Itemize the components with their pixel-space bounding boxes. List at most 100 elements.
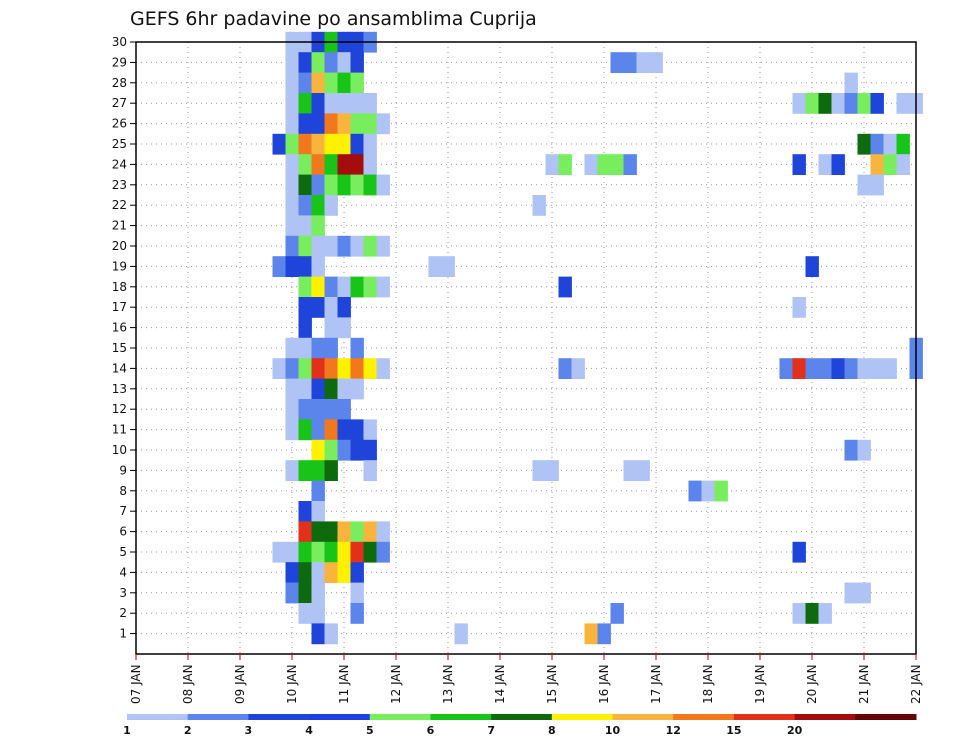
heatmap-cell <box>363 541 377 563</box>
heatmap-cell <box>792 541 806 563</box>
y-tick-label: 1 <box>119 627 127 641</box>
heatmap-cell <box>311 52 325 73</box>
heatmap-cell <box>311 562 325 583</box>
x-tick-label: 20 JAN <box>805 664 819 704</box>
heatmap-cell <box>792 358 806 379</box>
heatmap-cell <box>376 174 390 196</box>
heatmap-cell <box>792 603 806 624</box>
heatmap-cell <box>350 113 364 135</box>
heatmap-cell <box>298 521 312 543</box>
heatmap-cell <box>896 154 910 175</box>
heatmap-cell <box>714 480 728 502</box>
heatmap-cell <box>324 235 338 257</box>
heatmap-cell <box>285 460 299 481</box>
heatmap-cell <box>298 154 312 175</box>
heatmap-cell <box>311 133 325 155</box>
heatmap-cell <box>324 113 338 135</box>
y-tick-label: 9 <box>119 463 127 477</box>
heatmap-cell <box>337 297 351 318</box>
heatmap-cell <box>363 460 377 481</box>
y-tick-label: 21 <box>112 219 127 233</box>
heatmap-cell <box>298 256 312 277</box>
heatmap-cell <box>376 358 390 379</box>
x-tick-label: 15 JAN <box>545 664 559 704</box>
heatmap-cell <box>311 256 325 277</box>
heatmap-cell <box>324 541 338 563</box>
y-axis-ticks: 1234567891011121314151617181920212223242… <box>112 35 136 641</box>
heatmap-cell <box>883 133 897 155</box>
legend-swatch <box>794 714 856 720</box>
y-tick-label: 2 <box>119 606 127 620</box>
heatmap-cell <box>441 256 455 277</box>
heatmap-cell <box>311 276 325 298</box>
heatmap-cell <box>363 93 377 114</box>
heatmap-cell <box>350 133 364 155</box>
heatmap-cell <box>350 72 364 94</box>
heatmap-cell <box>363 113 377 135</box>
x-tick-label: 12 JAN <box>389 664 403 704</box>
heatmap-cell <box>857 582 871 604</box>
y-tick-label: 14 <box>112 361 127 375</box>
y-tick-label: 16 <box>112 321 127 335</box>
y-tick-label: 18 <box>112 280 127 294</box>
heatmap-cell <box>298 133 312 155</box>
legend-label: 20 <box>787 724 803 737</box>
legend-swatch <box>248 714 310 720</box>
heatmap-cell <box>610 603 624 624</box>
legend-label: 2 <box>184 724 192 737</box>
heatmap-cell <box>818 93 832 114</box>
heatmap-cells <box>272 31 923 645</box>
heatmap-cell <box>298 235 312 257</box>
heatmap-cell <box>324 297 338 318</box>
y-tick-label: 28 <box>112 76 127 90</box>
heatmap-cell <box>285 195 299 216</box>
heatmap-cell <box>298 174 312 196</box>
heatmap-cell <box>870 174 884 196</box>
heatmap-cell <box>792 154 806 175</box>
heatmap-cell <box>285 215 299 237</box>
legend-label: 7 <box>487 724 495 737</box>
heatmap-cell <box>337 541 351 563</box>
legend-label: 4 <box>305 724 313 737</box>
heatmap-cell <box>298 378 312 400</box>
heatmap-cell <box>532 460 546 481</box>
heatmap-cell <box>844 439 858 461</box>
heatmap-cell <box>285 113 299 135</box>
heatmap-cell <box>610 52 624 73</box>
legend-label: 12 <box>666 724 681 737</box>
heatmap-cell <box>857 174 871 196</box>
heatmap-cell <box>311 521 325 543</box>
y-tick-label: 15 <box>112 341 127 355</box>
heatmap-cell <box>324 358 338 379</box>
heatmap-cell <box>272 358 286 379</box>
heatmap-cell <box>324 460 338 481</box>
heatmap-cell <box>285 154 299 175</box>
heatmap-cell <box>324 521 338 543</box>
heatmap-cell <box>363 358 377 379</box>
heatmap-cell <box>337 562 351 583</box>
heatmap-cell <box>285 562 299 583</box>
heatmap-cell <box>376 541 390 563</box>
heatmap-cell <box>285 235 299 257</box>
heatmap-cell <box>857 358 871 379</box>
heatmap-cell <box>831 358 845 379</box>
heatmap-cell <box>363 154 377 175</box>
heatmap-cell <box>883 154 897 175</box>
heatmap-cell <box>311 235 325 257</box>
heatmap-cell <box>350 52 364 73</box>
x-tick-label: 08 JAN <box>181 664 195 704</box>
heatmap-cell <box>857 133 871 155</box>
heatmap-cell <box>298 215 312 237</box>
heatmap-cell <box>896 93 910 114</box>
heatmap-cell <box>324 562 338 583</box>
legend-swatch <box>430 714 492 720</box>
legend-swatch <box>733 714 796 720</box>
legend-swatch <box>309 714 371 720</box>
heatmap-cell <box>870 154 884 175</box>
heatmap-cell <box>324 623 338 645</box>
heatmap-cell <box>324 154 338 175</box>
legend-swatch <box>673 714 735 720</box>
heatmap-cell <box>324 317 338 339</box>
heatmap-cell <box>298 276 312 298</box>
heatmap-cell <box>324 439 338 461</box>
